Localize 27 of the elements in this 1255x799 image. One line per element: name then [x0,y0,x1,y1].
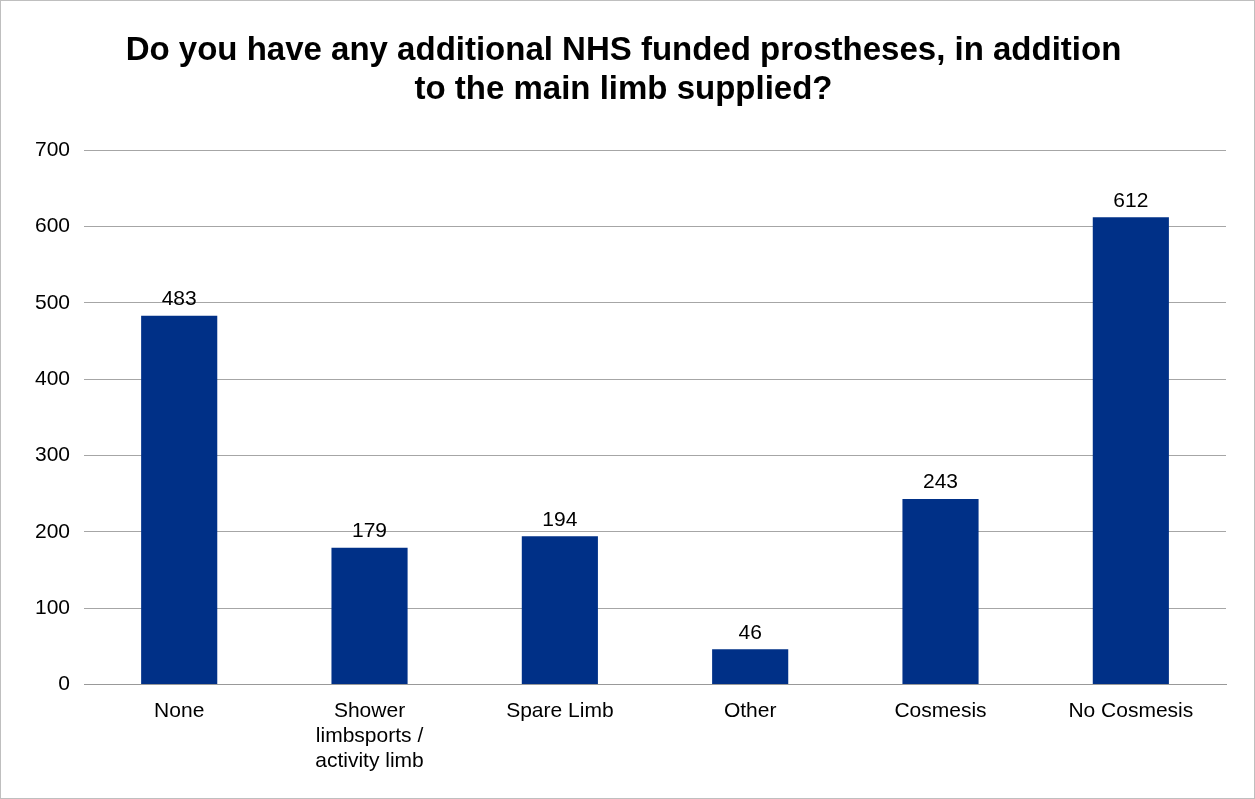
bar [141,315,218,684]
y-tick-label: 200 [34,518,71,542]
bar [902,498,979,684]
y-tick-label: 0 [58,671,71,695]
bar [331,547,408,684]
data-label: 194 [542,506,578,530]
chart-title: Do you have any additional NHS funded prostheses, in addition to the main limb supplied? [125,29,1122,107]
x-tick-label: No Cosmesis [1068,697,1194,721]
x-tick-label: Spare Limb [506,697,614,721]
bar [1092,217,1169,684]
y-tick-label: 100 [34,594,71,618]
x-tick-label: Shower limbsports / activity limb [315,697,424,772]
x-tick-label: Cosmesis [894,697,987,721]
y-tick-label: 700 [34,137,71,160]
data-label: 612 [1113,187,1149,211]
data-label: 243 [922,469,959,493]
data-label: 483 [161,286,197,310]
bar [521,536,598,684]
x-tick-label: Other [723,697,777,721]
y-tick-label: 300 [34,442,71,466]
y-tick-label: 400 [34,365,71,389]
x-tick-label: None [154,697,205,721]
bar [712,649,789,684]
data-label: 46 [738,619,762,643]
data-label: 179 [352,518,388,542]
y-tick-label: 600 [34,213,71,237]
y-tick-label: 500 [34,289,71,313]
